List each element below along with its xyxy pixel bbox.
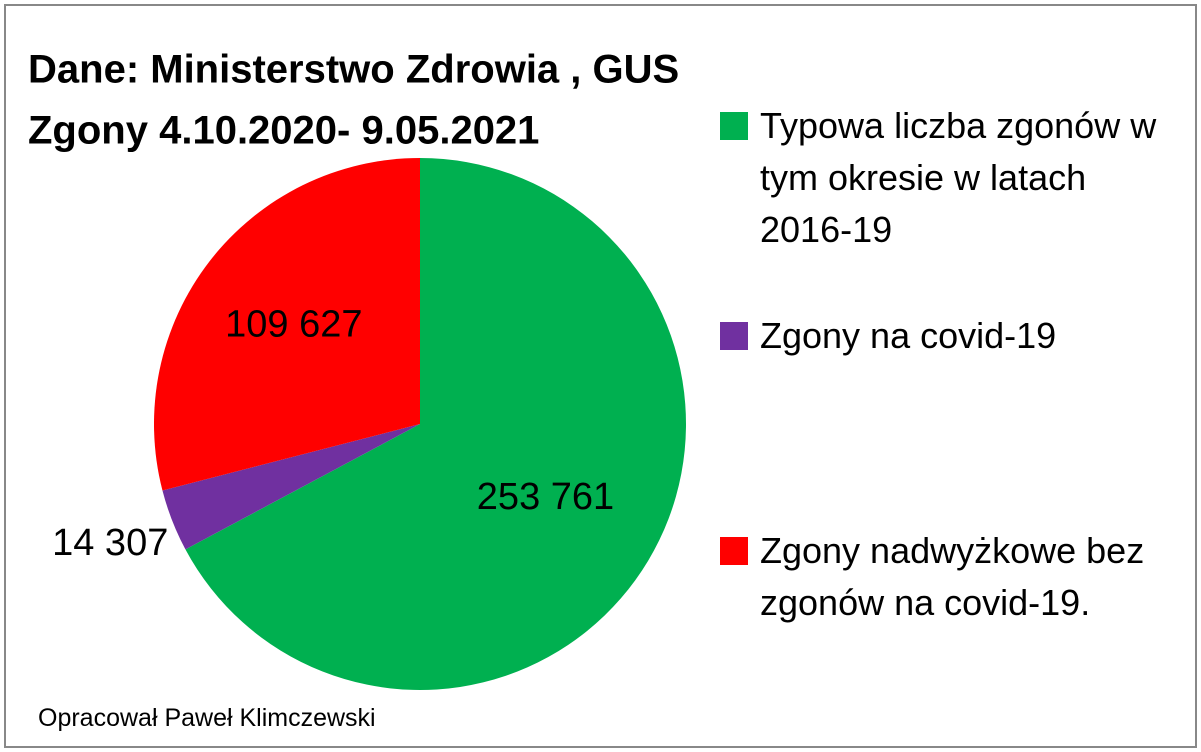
legend-label: Typowa liczba zgonów w tym okresie w lat… (760, 105, 1157, 250)
legend-swatch (720, 112, 748, 140)
chart-subtitle: Zgony 4.10.2020- 9.05.2021 (28, 109, 539, 153)
legend-swatch (720, 322, 748, 350)
legend-entry: Zgony nadwyżkowe bez zgonów na covid-19. (720, 525, 1180, 629)
pie-slice (162, 424, 420, 550)
data-label: 14 307 (52, 522, 168, 564)
source-note: Opracował Paweł Klimczewski (38, 704, 376, 732)
legend-swatch (720, 537, 748, 565)
legend-label: Zgony nadwyżkowe bez zgonów na covid-19. (760, 530, 1145, 623)
legend-label: Zgony na covid-19 (760, 315, 1057, 356)
data-label: 253 761 (477, 476, 614, 518)
legend-entry: Typowa liczba zgonów w tym okresie w lat… (720, 100, 1180, 256)
data-label: 109 627 (225, 303, 362, 345)
frame (4, 4, 1197, 748)
pie-slice (185, 158, 686, 690)
legend-entry: Zgony na covid-19 (720, 310, 1180, 362)
pie-slice (153, 158, 420, 491)
chart-title: Dane: Ministerstwo Zdrowia , GUS (28, 48, 679, 92)
